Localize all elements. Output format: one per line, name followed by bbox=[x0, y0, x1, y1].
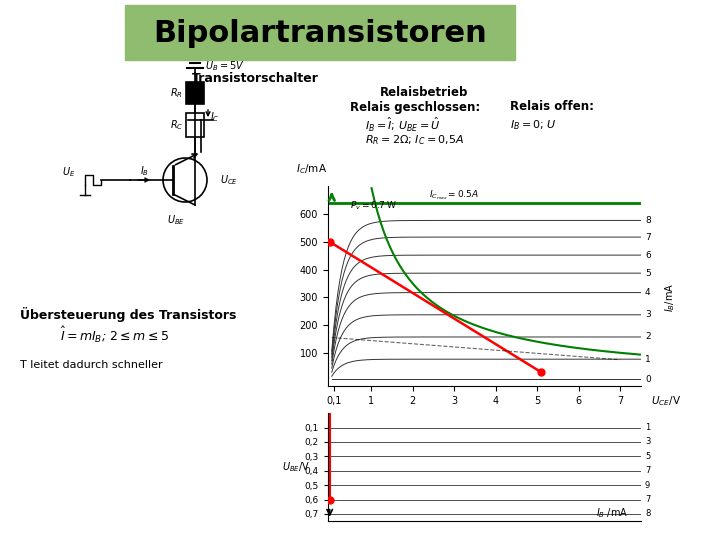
Text: $I_B$/mA: $I_B$/mA bbox=[664, 282, 678, 312]
Text: Bipolartransistoren: Bipolartransistoren bbox=[153, 18, 487, 48]
Text: $I_B$: $I_B$ bbox=[140, 164, 150, 178]
Text: T leitet dadurch schneller: T leitet dadurch schneller bbox=[20, 360, 163, 370]
Text: $R_C$: $R_C$ bbox=[169, 118, 183, 132]
Text: 6: 6 bbox=[645, 251, 651, 260]
Text: $I_{C_{max}} = 0.5A$: $I_{C_{max}} = 0.5A$ bbox=[429, 188, 479, 202]
Text: $I_C$: $I_C$ bbox=[210, 110, 220, 124]
Text: $P_v = 0.7$ W: $P_v = 0.7$ W bbox=[351, 199, 398, 212]
Text: 2: 2 bbox=[645, 333, 651, 341]
Bar bbox=[186, 113, 204, 137]
Bar bbox=[186, 82, 204, 104]
Text: 7: 7 bbox=[645, 466, 650, 475]
Text: $I_B$ /mA: $I_B$ /mA bbox=[596, 506, 629, 519]
Text: $I_B = \hat{I}$; $U_{BE} = \hat{U}$: $I_B = \hat{I}$; $U_{BE} = \hat{U}$ bbox=[365, 116, 441, 134]
Text: $I_B = 0$; $U$: $I_B = 0$; $U$ bbox=[510, 118, 557, 132]
X-axis label: $U_{CE}$/V: $U_{CE}$/V bbox=[651, 394, 681, 408]
Text: Übersteuerung des Transistors: Übersteuerung des Transistors bbox=[20, 307, 236, 322]
Text: 3: 3 bbox=[645, 437, 650, 447]
Text: 9: 9 bbox=[645, 481, 650, 490]
Text: $U_E$: $U_E$ bbox=[62, 165, 75, 179]
Text: Relais offen:: Relais offen: bbox=[510, 100, 594, 113]
Text: 5: 5 bbox=[645, 452, 650, 461]
Y-axis label: $I_C$/mA: $I_C$/mA bbox=[297, 163, 328, 176]
Text: $\hat{I} = mI_B$; $2 \leq m \leq 5$: $\hat{I} = mI_B$; $2 \leq m \leq 5$ bbox=[60, 325, 169, 345]
Text: 5: 5 bbox=[645, 269, 651, 278]
Text: 1: 1 bbox=[645, 355, 651, 363]
Text: 4: 4 bbox=[645, 288, 651, 297]
Text: Relais geschlossen:: Relais geschlossen: bbox=[350, 100, 480, 113]
Text: 8: 8 bbox=[645, 509, 650, 518]
Text: $R_R$: $R_R$ bbox=[170, 86, 183, 100]
Text: Relaisbetrieb: Relaisbetrieb bbox=[380, 85, 469, 98]
Text: 7: 7 bbox=[645, 495, 650, 504]
Text: 8: 8 bbox=[645, 216, 651, 225]
Text: $R_R = 2\Omega$; $I_C = 0{,}5A$: $R_R = 2\Omega$; $I_C = 0{,}5A$ bbox=[365, 133, 464, 147]
Bar bbox=[125, 5, 515, 60]
Text: $U_{CE}$: $U_{CE}$ bbox=[220, 173, 238, 187]
Text: 1: 1 bbox=[645, 423, 650, 432]
Y-axis label: $U_{BE}$/V: $U_{BE}$/V bbox=[282, 460, 310, 474]
Text: $U_{BE}$: $U_{BE}$ bbox=[167, 213, 185, 227]
Text: 3: 3 bbox=[645, 310, 651, 319]
Text: Transistorschalter: Transistorschalter bbox=[192, 71, 318, 84]
Text: 0: 0 bbox=[645, 375, 651, 384]
Text: $U_B=5V$: $U_B=5V$ bbox=[205, 59, 245, 73]
Text: 7: 7 bbox=[645, 233, 651, 241]
